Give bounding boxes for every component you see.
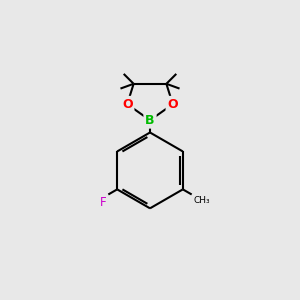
- Text: F: F: [100, 196, 107, 209]
- Text: O: O: [167, 98, 178, 111]
- Text: B: B: [145, 114, 155, 127]
- Text: O: O: [122, 98, 133, 111]
- Text: CH₃: CH₃: [193, 196, 210, 205]
